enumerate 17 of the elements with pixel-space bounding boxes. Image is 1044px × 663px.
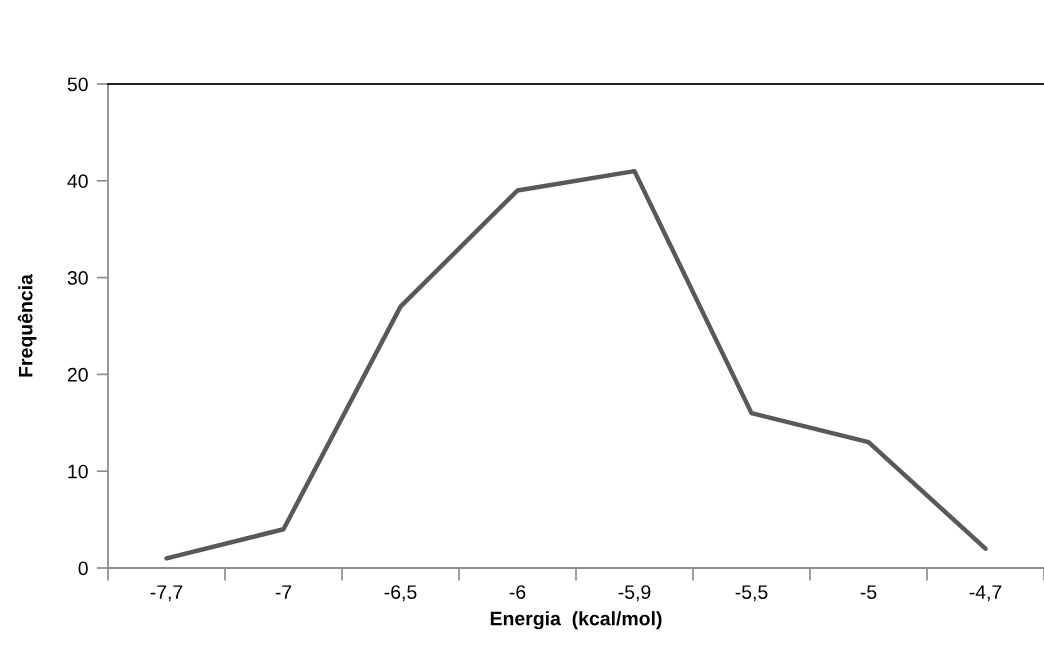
x-tick-label: -5,5 (735, 585, 768, 602)
y-tick-label: 30 (67, 271, 88, 285)
y-tick-label: 50 (67, 77, 88, 92)
y-axis-title: Frequência (17, 274, 37, 377)
x-tick-label: -6 (509, 585, 526, 599)
x-axis-title: Energia (kcal/mol) (490, 611, 662, 630)
x-tick-label: -4,7 (969, 585, 1002, 602)
y-tick-label: 20 (67, 367, 88, 382)
y-tick-label: 0 (78, 561, 88, 576)
y-tick-label: 10 (68, 464, 88, 479)
x-tick-label: -6,5 (384, 585, 417, 602)
x-tick-label: -5 (860, 585, 877, 599)
x-tick-label: -5,9 (618, 585, 651, 602)
y-tick-label: 40 (67, 174, 88, 189)
line-series (164, 168, 988, 561)
x-tick-label: -7 (275, 585, 292, 599)
x-tick-label: -7,7 (150, 585, 183, 602)
